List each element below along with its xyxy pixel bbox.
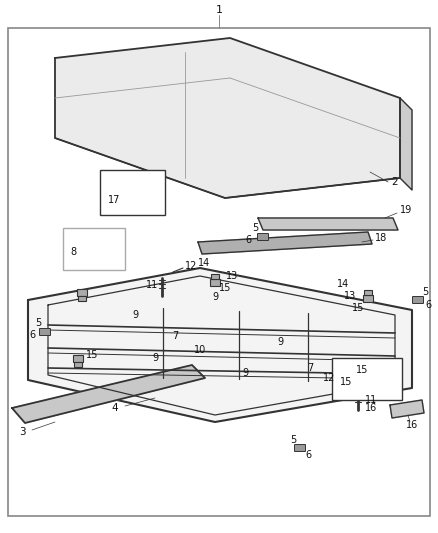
Text: 14: 14 <box>198 258 210 268</box>
Polygon shape <box>28 268 412 422</box>
FancyBboxPatch shape <box>294 445 305 451</box>
Text: 16: 16 <box>365 403 377 413</box>
Bar <box>211 273 219 279</box>
FancyBboxPatch shape <box>258 233 268 240</box>
Text: 13: 13 <box>226 271 238 281</box>
Text: 5: 5 <box>422 287 428 297</box>
Text: 4: 4 <box>112 403 118 413</box>
Text: 8: 8 <box>70 247 76 257</box>
FancyBboxPatch shape <box>413 296 424 303</box>
Text: 10: 10 <box>194 345 206 355</box>
Text: 1: 1 <box>215 5 223 15</box>
Text: 6: 6 <box>425 300 431 310</box>
Polygon shape <box>390 400 424 418</box>
Polygon shape <box>400 98 412 190</box>
Text: 15: 15 <box>219 283 231 293</box>
Text: 14: 14 <box>337 279 349 289</box>
Text: 6: 6 <box>29 330 35 340</box>
Text: 9: 9 <box>242 368 248 378</box>
Text: 9: 9 <box>132 310 138 320</box>
Text: 15: 15 <box>340 377 353 387</box>
Text: 9: 9 <box>277 337 283 347</box>
Polygon shape <box>12 365 205 423</box>
Bar <box>210 279 220 286</box>
Text: 3: 3 <box>19 427 25 437</box>
Text: 6: 6 <box>245 235 251 245</box>
Text: 5: 5 <box>290 435 296 445</box>
Text: 12: 12 <box>323 373 335 383</box>
Text: 7: 7 <box>307 363 313 373</box>
Bar <box>364 289 372 295</box>
Polygon shape <box>55 38 400 198</box>
Text: 13: 13 <box>344 291 356 301</box>
Text: 15: 15 <box>86 350 98 360</box>
Bar <box>363 295 373 302</box>
Polygon shape <box>198 232 372 254</box>
Text: 5: 5 <box>35 318 41 328</box>
Text: 6: 6 <box>305 450 311 460</box>
Polygon shape <box>258 218 398 230</box>
Text: 2: 2 <box>392 177 398 187</box>
Bar <box>353 370 363 377</box>
Bar <box>332 358 402 400</box>
Bar <box>73 354 83 361</box>
Text: 12: 12 <box>185 261 198 271</box>
Text: 5: 5 <box>252 223 258 233</box>
Text: 17: 17 <box>108 195 120 205</box>
Bar <box>77 288 87 295</box>
Text: 15: 15 <box>356 365 368 375</box>
Bar <box>354 377 362 383</box>
Text: 11: 11 <box>365 395 377 405</box>
Bar <box>74 361 82 367</box>
Bar <box>63 228 125 270</box>
Text: 9: 9 <box>152 353 158 363</box>
Text: 16: 16 <box>406 420 418 430</box>
Text: 11: 11 <box>146 280 158 290</box>
Bar <box>78 295 86 301</box>
Text: 7: 7 <box>172 331 178 341</box>
Text: 19: 19 <box>400 205 412 215</box>
Text: 9: 9 <box>212 292 218 302</box>
Bar <box>100 170 165 215</box>
Text: 18: 18 <box>375 233 387 243</box>
Text: 15: 15 <box>352 303 364 313</box>
FancyBboxPatch shape <box>39 328 50 335</box>
